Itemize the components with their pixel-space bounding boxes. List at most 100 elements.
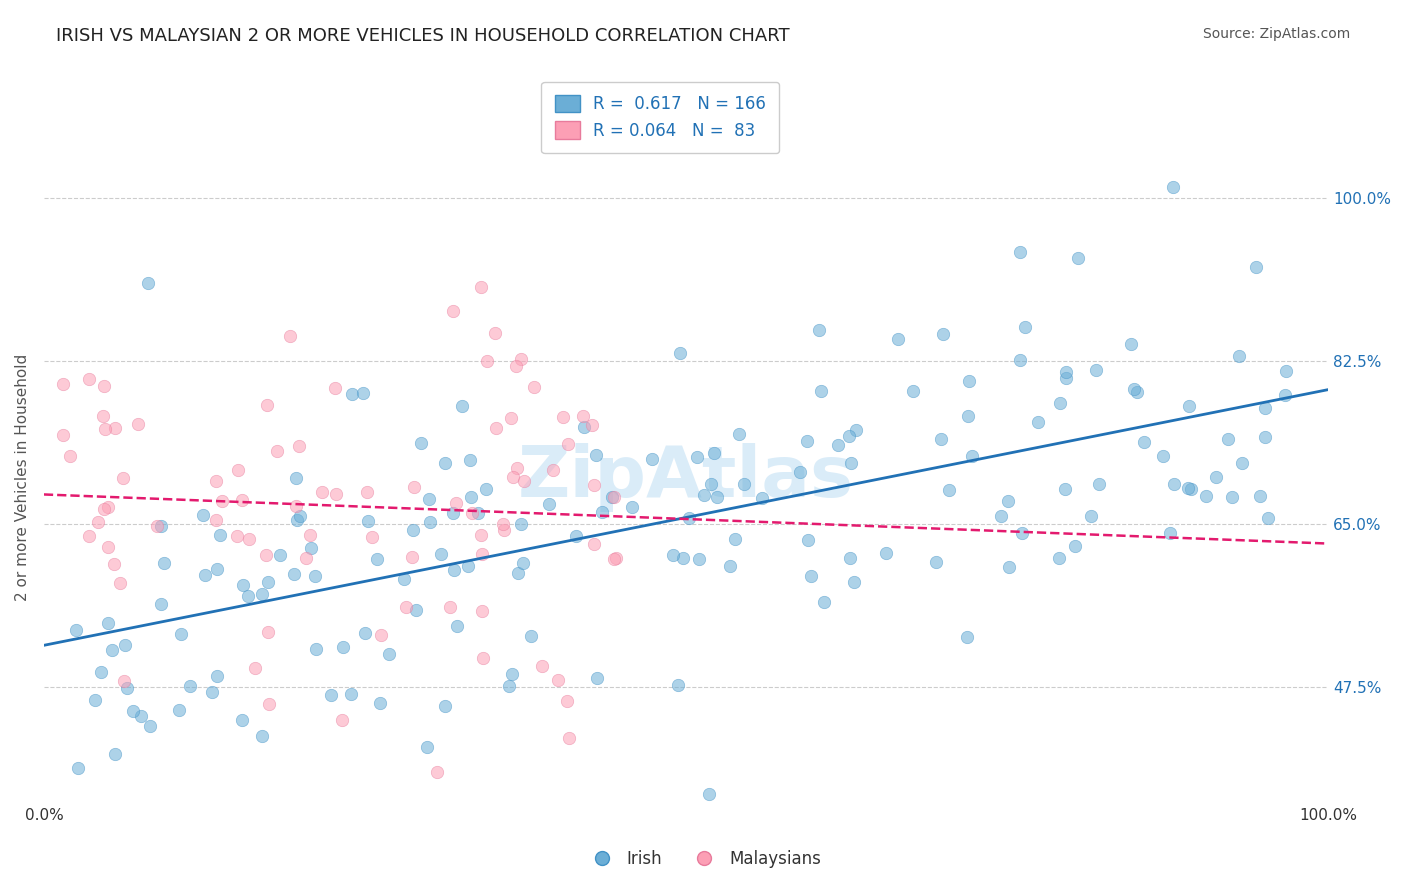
Point [419, 515, 441, 529]
Point [1161, 180, 1184, 194]
Point [250, 587, 273, 601]
Point [470, 528, 492, 542]
Point [201, 684, 224, 698]
Point [52, 377, 75, 392]
Point [205, 669, 228, 683]
Point [1054, 482, 1077, 496]
Point [1119, 336, 1142, 351]
Point [620, 500, 643, 515]
Point [441, 506, 464, 520]
Point [257, 575, 280, 590]
Point [1010, 244, 1032, 259]
Point [205, 474, 228, 488]
Point [887, 332, 910, 346]
Point [669, 346, 692, 360]
Point [727, 426, 749, 441]
Point [1163, 476, 1185, 491]
Point [304, 569, 326, 583]
Point [547, 673, 569, 687]
Point [1084, 362, 1107, 376]
Point [585, 671, 607, 685]
Point [139, 719, 162, 733]
Point [510, 352, 533, 367]
Point [990, 509, 1012, 524]
Point [498, 679, 520, 693]
Point [418, 492, 440, 507]
Point [700, 477, 723, 491]
Point [813, 595, 835, 609]
Point [506, 566, 529, 581]
Point [1126, 384, 1149, 399]
Point [207, 562, 229, 576]
Point [401, 549, 423, 564]
Point [238, 533, 260, 547]
Point [256, 398, 278, 412]
Point [688, 552, 710, 566]
Point [471, 605, 494, 619]
Point [1195, 489, 1218, 503]
Point [875, 546, 897, 560]
Point [446, 618, 468, 632]
Point [555, 694, 578, 708]
Point [1054, 370, 1077, 384]
Point [266, 444, 288, 458]
Point [470, 279, 492, 293]
Point [510, 517, 533, 532]
Point [361, 531, 384, 545]
Point [91, 409, 114, 423]
Point [416, 739, 439, 754]
Point [366, 552, 388, 566]
Point [405, 603, 427, 617]
Point [243, 661, 266, 675]
Point [112, 673, 135, 688]
Point [1254, 401, 1277, 415]
Point [93, 421, 115, 435]
Point [1133, 435, 1156, 450]
Point [93, 379, 115, 393]
Point [434, 456, 457, 470]
Point [392, 572, 415, 586]
Point [1220, 490, 1243, 504]
Point [114, 639, 136, 653]
Point [65, 623, 87, 637]
Point [1244, 260, 1267, 274]
Point [475, 482, 498, 496]
Point [238, 589, 260, 603]
Point [572, 420, 595, 434]
Point [733, 476, 755, 491]
Point [523, 380, 546, 394]
Point [457, 558, 479, 573]
Point [718, 558, 741, 573]
Point [357, 515, 380, 529]
Point [557, 437, 579, 451]
Point [796, 434, 818, 449]
Y-axis label: 2 or more Vehicles in Household: 2 or more Vehicles in Household [15, 354, 30, 601]
Point [52, 427, 75, 442]
Point [97, 540, 120, 554]
Point [299, 527, 322, 541]
Point [354, 626, 377, 640]
Point [571, 409, 593, 423]
Point [295, 550, 318, 565]
Point [311, 484, 333, 499]
Point [136, 276, 159, 290]
Point [278, 329, 301, 343]
Point [450, 400, 472, 414]
Point [191, 508, 214, 523]
Point [564, 529, 586, 543]
Point [1159, 525, 1181, 540]
Point [603, 551, 626, 566]
Point [641, 451, 664, 466]
Point [1257, 511, 1279, 525]
Point [1122, 382, 1144, 396]
Point [226, 463, 249, 477]
Point [800, 569, 823, 583]
Point [87, 515, 110, 529]
Point [208, 528, 231, 542]
Point [1152, 449, 1174, 463]
Point [1054, 365, 1077, 379]
Point [77, 528, 100, 542]
Point [789, 465, 811, 479]
Point [231, 492, 253, 507]
Point [582, 478, 605, 492]
